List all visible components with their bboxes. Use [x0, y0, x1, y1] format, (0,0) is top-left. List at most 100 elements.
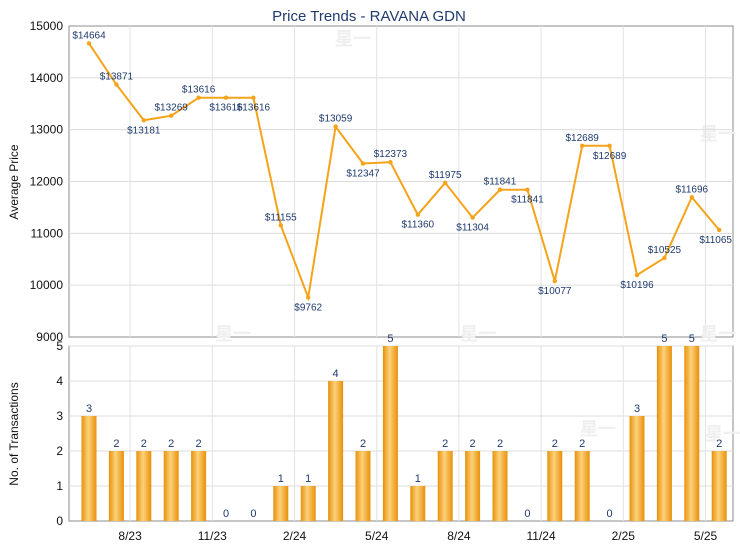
price-point — [251, 95, 256, 100]
x-axis-ticks: 8/23 11/23 2/24 5/24 8/24 11/24 2/25 5/25 — [118, 529, 717, 543]
x-tick-label: 8/24 — [447, 529, 471, 543]
transaction-bar-label: 2 — [168, 438, 174, 450]
transaction-bar-label: 2 — [360, 438, 366, 450]
price-point — [388, 159, 393, 165]
price-point-label: $12373 — [374, 149, 408, 160]
transaction-bar-label: 2 — [113, 438, 119, 450]
price-point — [86, 41, 92, 46]
transaction-bar-label: 5 — [387, 333, 393, 345]
price-point — [141, 118, 146, 123]
transaction-bar-label: 2 — [716, 438, 722, 450]
transaction-bar-label: 2 — [141, 438, 147, 450]
transaction-bar-label: 0 — [607, 508, 613, 520]
price-y-tick-label: 9000 — [36, 330, 63, 344]
chart-title: Price Trends - RAVANA GDN — [272, 8, 466, 25]
price-point-label: $11304 — [456, 223, 489, 234]
price-y-tick-label: 10000 — [30, 278, 64, 292]
price-point — [223, 95, 229, 100]
price-point — [497, 187, 503, 192]
transaction-bar — [437, 451, 453, 521]
transaction-bar — [81, 416, 97, 521]
price-point-label: $13269 — [155, 103, 189, 114]
transactions-y-tick-label: 3 — [56, 409, 63, 423]
price-point — [717, 227, 722, 233]
price-point — [333, 124, 338, 129]
transaction-bar-label: 0 — [524, 508, 530, 520]
price-point — [580, 143, 585, 148]
price-point — [689, 195, 694, 200]
transactions-y-tick-label: 4 — [56, 374, 63, 388]
transaction-bar — [108, 451, 124, 521]
price-point-labels: $14664$13871$13181$13269$13616$13616$136… — [72, 30, 732, 313]
x-tick-label: 8/23 — [118, 529, 142, 543]
transactions-y-tick-label: 1 — [56, 479, 63, 493]
price-point — [169, 113, 174, 118]
x-tick-label: 2/25 — [612, 529, 636, 543]
transaction-bar-label: 2 — [552, 438, 558, 450]
transaction-bar — [410, 486, 426, 521]
transaction-bar-label: 1 — [415, 473, 421, 485]
x-tick-label: 5/24 — [365, 529, 389, 543]
transaction-bar — [328, 381, 344, 521]
transaction-bar-label: 5 — [661, 333, 667, 345]
transaction-bar-labels: 3 2 2 2 2 0 0 1 1 4 2 5 1 2 2 2 0 2 2 0 3 5 5 2 — [86, 333, 722, 520]
price-point — [306, 295, 311, 300]
watermark: 星一 — [580, 419, 616, 439]
price-y-tick-label: 15000 — [30, 19, 64, 33]
price-point-label: $9762 — [294, 303, 322, 314]
transaction-bar-label: 2 — [442, 438, 448, 450]
transaction-bar-label: 3 — [86, 403, 92, 415]
transaction-bar — [547, 451, 563, 521]
transaction-bar — [629, 416, 645, 521]
price-point-label: $12689 — [566, 133, 600, 144]
price-point — [634, 272, 640, 278]
price-y-ticks: 9000 10000 11000 12000 13000 14000 15000 — [30, 19, 64, 344]
transaction-bars — [81, 346, 727, 521]
transaction-bar-label: 0 — [250, 508, 256, 520]
transaction-bar — [191, 451, 207, 521]
price-point — [114, 82, 119, 87]
transaction-bar — [163, 451, 179, 521]
price-point-label: $11696 — [675, 184, 708, 195]
price-y-axis-label: Average Price — [7, 144, 21, 219]
transaction-bar-label: 2 — [470, 438, 476, 450]
price-point — [360, 161, 366, 166]
price-point — [443, 180, 448, 185]
transactions-plot-area — [68, 345, 734, 522]
price-point — [278, 223, 283, 228]
transactions-y-tick-label: 5 — [56, 339, 63, 353]
transaction-bar — [355, 451, 371, 521]
watermark: 星一 — [215, 324, 251, 344]
transaction-bar — [711, 451, 727, 521]
price-point-label: $12689 — [593, 151, 627, 162]
price-y-tick-label: 12000 — [30, 175, 64, 189]
x-tick-label: 11/23 — [198, 529, 227, 543]
transactions-y-ticks: 0 1 2 3 4 5 — [56, 339, 63, 528]
price-point-label: $13871 — [100, 72, 134, 83]
price-point-label: $11841 — [484, 177, 517, 188]
transaction-bar — [300, 486, 316, 521]
price-y-tick-label: 11000 — [31, 226, 64, 240]
price-point — [552, 278, 557, 284]
price-point-label: $11065 — [699, 235, 732, 246]
transaction-bar-label: 1 — [278, 473, 284, 485]
price-point-label: $11155 — [265, 212, 297, 223]
price-point-label: $11841 — [511, 195, 544, 206]
price-point — [662, 255, 667, 261]
price-point — [196, 95, 201, 100]
price-point-label: $13616 — [209, 103, 243, 114]
transactions-y-tick-label: 0 — [56, 514, 63, 528]
price-points — [86, 41, 722, 300]
transaction-bar — [136, 451, 152, 521]
transactions-y-axis-label: No. of Transactions — [7, 382, 21, 485]
price-point — [525, 187, 530, 192]
price-point — [607, 143, 612, 148]
watermark: 星一 — [705, 424, 740, 444]
transaction-bar — [684, 346, 700, 521]
price-y-tick-label: 13000 — [30, 123, 64, 137]
price-point — [470, 215, 475, 220]
